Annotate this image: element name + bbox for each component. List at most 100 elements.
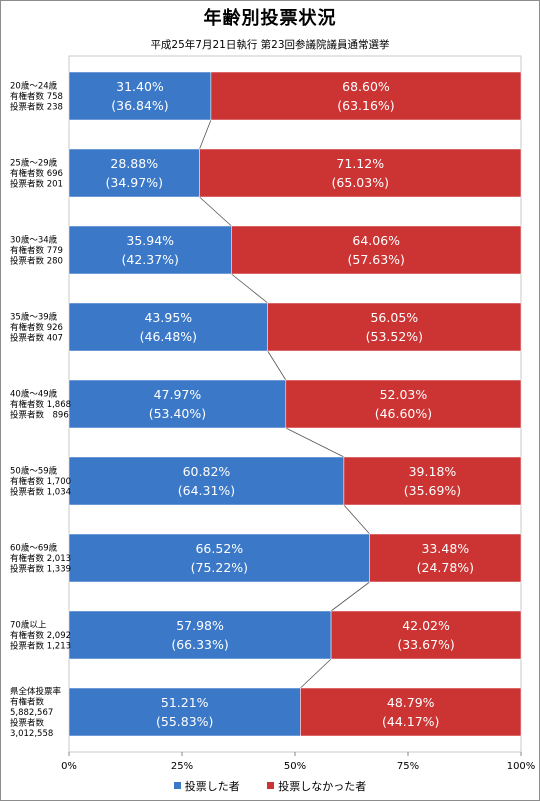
data-label: 43.95% xyxy=(144,310,192,325)
data-label: 39.18% xyxy=(409,464,457,479)
category-label: 有権者数 2,092 xyxy=(10,630,71,641)
bar-not-voted xyxy=(199,148,522,198)
chart-title: 年齢別投票状況 xyxy=(203,8,337,29)
data-label: 35.94% xyxy=(126,233,174,248)
bar-voted xyxy=(68,225,232,275)
data-label: 48.79% xyxy=(387,695,435,710)
data-sublabel: (35.69%) xyxy=(404,483,461,498)
category-label: 35歳～39歳 xyxy=(10,312,58,323)
data-sublabel: (34.97%) xyxy=(106,175,163,190)
bar-not-voted xyxy=(267,302,522,352)
data-label: 33.48% xyxy=(421,541,469,556)
legend-swatch-not-voted xyxy=(267,782,275,789)
category-label: 有権者数 926 xyxy=(10,322,63,333)
data-label: 51.21% xyxy=(161,695,209,710)
data-label: 28.88% xyxy=(110,156,158,171)
bar-voted xyxy=(68,379,287,429)
x-tick-label: 0% xyxy=(61,761,77,772)
series-line xyxy=(300,658,332,689)
category-label: 30歳～34歳 xyxy=(10,235,58,246)
legend-item-voted: 投票した者 xyxy=(173,778,240,794)
series-line xyxy=(330,581,370,612)
bar-voted xyxy=(68,687,301,737)
category-label: 70歳以上 xyxy=(10,620,47,631)
category-label: 投票者数 1,213 xyxy=(10,641,71,652)
data-label: 64.06% xyxy=(352,233,400,248)
bar-voted xyxy=(68,148,200,198)
data-sublabel: (46.48%) xyxy=(140,329,197,344)
bar-voted xyxy=(68,533,370,583)
legend-swatch-voted xyxy=(173,782,181,789)
data-label: 57.98% xyxy=(176,618,224,633)
data-label: 56.05% xyxy=(370,310,418,325)
x-tick-label: 50% xyxy=(284,761,306,772)
series-line xyxy=(343,504,370,535)
category-label: 50歳～59歳 xyxy=(10,466,58,477)
x-tick-label: 75% xyxy=(397,761,419,772)
category-label: 投票者数 201 xyxy=(10,179,63,190)
data-label: 47.97% xyxy=(154,387,202,402)
data-sublabel: (42.37%) xyxy=(122,252,179,267)
data-label: 60.82% xyxy=(183,464,231,479)
bar-not-voted xyxy=(330,610,522,660)
x-tick-label: 25% xyxy=(171,761,193,772)
legend-label-voted: 投票した者 xyxy=(184,780,240,793)
category-label: 3,012,558 xyxy=(10,729,53,739)
data-sublabel: (64.31%) xyxy=(178,483,235,498)
legend-label-not-voted: 投票しなかった者 xyxy=(278,780,367,793)
category-label: 投票者数 xyxy=(10,718,45,729)
category-label: 有権者数 758 xyxy=(10,91,63,102)
data-label: 68.60% xyxy=(342,79,390,94)
category-label: 60歳～69歳 xyxy=(10,543,58,554)
series-line xyxy=(267,350,287,381)
chart-subtitle: 平成25年7月21日執行 第23回参議院議員通常選挙 xyxy=(150,39,390,51)
series-line xyxy=(231,273,268,304)
data-label: 42.02% xyxy=(402,618,450,633)
data-sublabel: (24.78%) xyxy=(417,560,474,575)
category-label: 有権者数 696 xyxy=(10,168,63,179)
data-sublabel: (46.60%) xyxy=(375,406,432,421)
data-label: 52.03% xyxy=(380,387,428,402)
category-label: 投票者数 280 xyxy=(10,256,63,267)
bar-voted xyxy=(68,302,268,352)
series-line xyxy=(199,119,212,150)
bar-not-voted xyxy=(285,379,522,429)
data-sublabel: (75.22%) xyxy=(191,560,248,575)
category-label: 5,882,567 xyxy=(10,708,53,718)
bar-not-voted xyxy=(231,225,522,275)
data-sublabel: (57.63%) xyxy=(348,252,405,267)
data-sublabel: (53.52%) xyxy=(366,329,423,344)
data-label: 66.52% xyxy=(195,541,243,556)
series-line xyxy=(199,196,232,227)
bar-not-voted xyxy=(369,533,522,583)
bar-voted xyxy=(68,456,345,506)
category-label: 20歳～24歳 xyxy=(10,81,58,92)
category-label: 有権者数 1,868 xyxy=(10,399,71,410)
data-sublabel: (44.17%) xyxy=(382,714,439,729)
legend: 投票した者 投票しなかった者 xyxy=(0,778,540,794)
data-sublabel: (63.16%) xyxy=(337,98,394,113)
category-label: 投票者数 407 xyxy=(10,333,63,344)
category-label: 投票者数 896 xyxy=(10,410,69,421)
bar-not-voted xyxy=(343,456,522,506)
data-sublabel: (33.67%) xyxy=(397,637,454,652)
data-sublabel: (66.33%) xyxy=(171,637,228,652)
data-sublabel: (55.83%) xyxy=(156,714,213,729)
data-sublabel: (65.03%) xyxy=(332,175,389,190)
bar-voted xyxy=(68,71,212,121)
category-label: 投票者数 238 xyxy=(10,102,63,113)
legend-item-not-voted: 投票しなかった者 xyxy=(267,778,366,794)
data-label: 71.12% xyxy=(336,156,384,171)
bar-not-voted xyxy=(300,687,522,737)
series-line xyxy=(285,427,345,458)
category-label: 有権者数 xyxy=(10,697,45,708)
category-label: 県全体投票率 xyxy=(10,686,62,697)
category-label: 有権者数 1,700 xyxy=(10,476,71,487)
category-label: 有権者数 779 xyxy=(10,245,63,256)
bar-not-voted xyxy=(210,71,522,121)
data-label: 31.40% xyxy=(116,79,164,94)
category-label: 25歳～29歳 xyxy=(10,158,58,169)
category-label: 投票者数 1,339 xyxy=(10,564,71,575)
category-label: 有権者数 2,013 xyxy=(10,553,71,564)
